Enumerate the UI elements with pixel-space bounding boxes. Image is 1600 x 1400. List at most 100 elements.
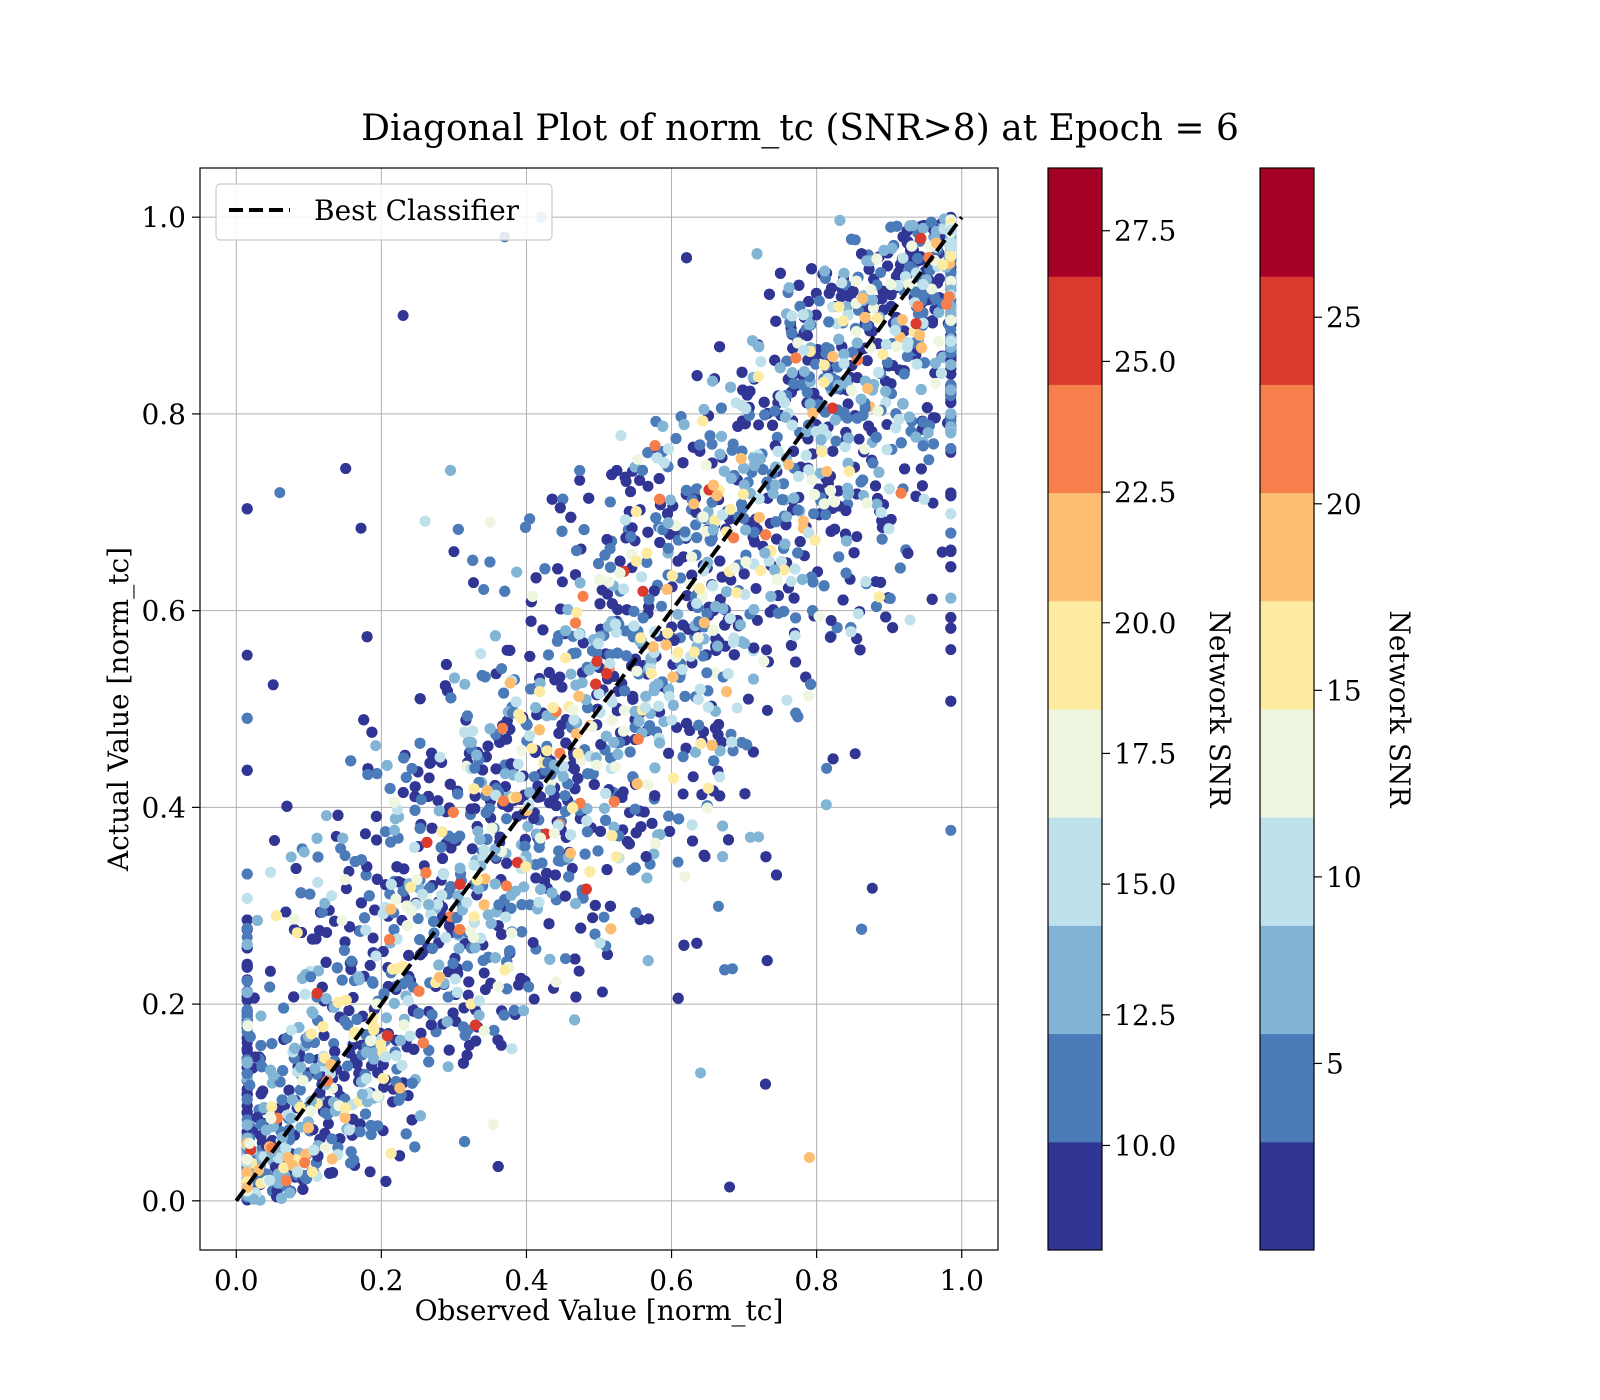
scatter-point [592,845,604,857]
scatter-point [241,961,253,973]
scatter-point [679,690,691,702]
scatter-point [445,464,456,476]
scatter-point [760,1078,771,1090]
scatter-point [447,957,459,969]
scatter-point [241,1093,253,1105]
scatter-point [821,762,833,774]
scatter-point [701,608,713,619]
scatter-point [910,431,922,443]
scatter-point [535,883,547,895]
scatter-point [426,822,438,834]
scatter-point [264,965,276,977]
scatter-point [677,788,689,800]
scatter-point [285,1112,297,1124]
scatter-point [794,536,806,548]
scatter-point [351,1013,363,1025]
scatter-point [714,555,726,567]
scatter-point [624,746,636,758]
scatter-point [668,634,680,646]
scatter-point [516,926,528,938]
scatter-point [726,963,738,975]
scatter-point [476,670,488,681]
scatter-point [732,420,744,432]
scatter-point [449,973,461,985]
scatter-point [642,526,654,538]
scatter-point [295,887,307,899]
scatter-point [569,953,581,965]
scatter-point [945,695,957,707]
scatter-point [277,1065,289,1077]
scatter-point [832,485,844,497]
scatter-point [444,778,456,790]
scatter-point [793,279,805,291]
scatter-point [559,790,571,802]
scatter-point [457,1057,469,1069]
scatter-point [785,639,797,651]
scatter-point [354,1126,366,1138]
scatter-point [513,979,525,991]
scatter-point [575,922,587,934]
scatter-point [257,1085,269,1097]
scatter-point [241,914,253,926]
scatter-point [820,509,832,521]
scatter-point [827,753,839,765]
scatter-point [945,824,957,836]
scatter-point [806,263,818,275]
scatter-point [577,637,589,649]
scatter-point [294,1084,306,1096]
scatter-point [867,457,879,469]
scatter-point [672,608,684,620]
scatter-point [452,788,464,800]
scatter-point [840,567,852,579]
scatter-point [465,803,477,815]
scatter-point [318,1030,330,1041]
scatter-point [339,936,351,948]
scatter-point [321,927,333,938]
scatter-point [591,647,603,659]
scatter-point [424,882,436,894]
scatter-point [767,419,779,431]
scatter-point [897,252,909,264]
scatter-point [489,878,501,890]
scatter-point [457,1021,469,1033]
scatter-point [340,463,352,474]
scatter-point [681,252,692,264]
scatter-point [748,526,760,538]
scatter-point [432,795,444,807]
scatter-point [371,768,383,780]
scatter-point [936,546,948,558]
scatter-point [725,728,737,740]
scatter-point [701,667,713,679]
scatter-point [820,799,832,811]
scatter-point [650,512,662,524]
scatter-point [930,377,942,389]
scatter-point [643,913,655,925]
scatter-point [763,555,775,567]
scatter-point [443,966,454,978]
scatter-point [314,1087,326,1099]
scatter-point [415,794,427,806]
scatter-point [344,921,356,933]
scatter-point [553,727,565,739]
scatter-point [587,912,599,924]
scatter-point [366,726,378,738]
scatter-point [423,772,435,784]
scatter-point [829,414,841,426]
scatter-point [424,757,436,769]
scatter-point [328,1038,340,1049]
scatter-point [945,443,957,455]
scatter-point [488,1024,500,1036]
scatter-point [578,524,590,536]
scatter-point [581,826,593,838]
scatter-point [332,809,344,821]
scatter-point [687,771,699,783]
scatter-point [770,516,782,528]
scatter-point [927,317,938,329]
scatter-point [524,513,536,525]
scatter-point [885,514,897,525]
scatter-point [771,533,783,545]
scatter-point [241,1068,253,1080]
scatter-point [664,825,676,837]
scatter-point [631,665,643,677]
scatter-point [406,1114,418,1126]
